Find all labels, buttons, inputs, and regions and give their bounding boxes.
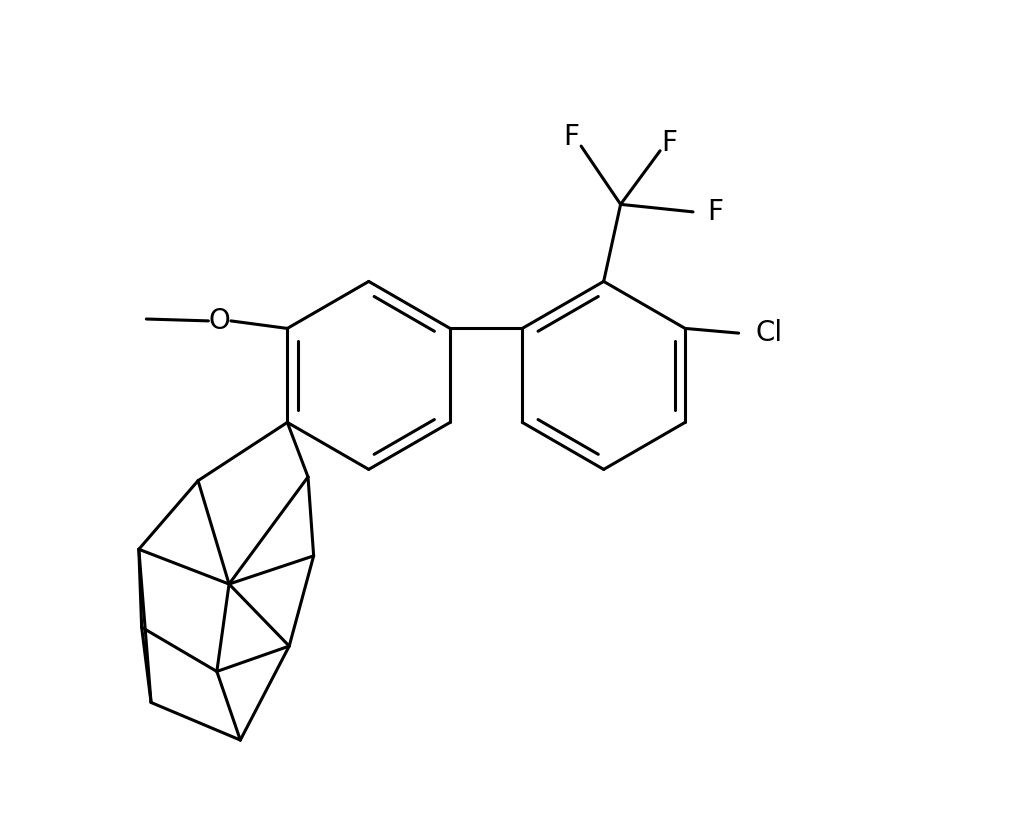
- Text: Cl: Cl: [755, 319, 783, 347]
- Text: O: O: [209, 307, 230, 335]
- Text: F: F: [662, 129, 678, 157]
- Text: F: F: [564, 123, 580, 150]
- Text: F: F: [707, 198, 723, 225]
